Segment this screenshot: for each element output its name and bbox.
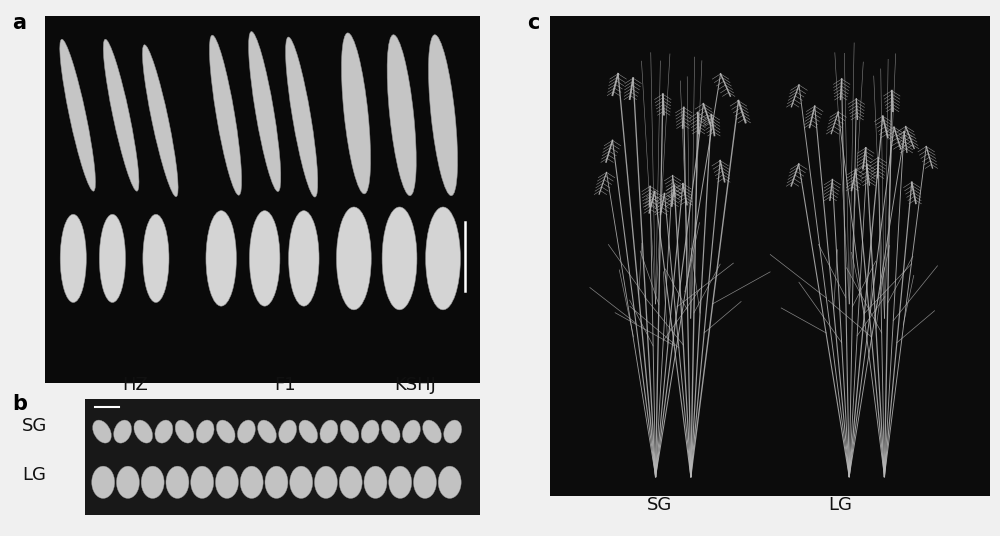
Ellipse shape <box>215 466 238 498</box>
Ellipse shape <box>191 466 214 498</box>
Ellipse shape <box>93 420 111 443</box>
Ellipse shape <box>116 466 139 498</box>
Ellipse shape <box>166 466 189 498</box>
Ellipse shape <box>92 466 115 498</box>
Ellipse shape <box>103 39 139 191</box>
Ellipse shape <box>444 420 462 443</box>
Ellipse shape <box>175 420 194 443</box>
Text: LG: LG <box>828 496 852 514</box>
Text: c: c <box>527 13 539 33</box>
Text: SG: SG <box>647 496 673 514</box>
Ellipse shape <box>279 420 297 443</box>
Ellipse shape <box>216 420 235 443</box>
Ellipse shape <box>134 420 153 443</box>
Ellipse shape <box>286 37 318 197</box>
Text: b: b <box>12 394 27 414</box>
Ellipse shape <box>99 214 125 302</box>
Ellipse shape <box>364 466 387 498</box>
Ellipse shape <box>414 466 436 498</box>
Ellipse shape <box>265 466 288 498</box>
Text: HZ: HZ <box>122 376 148 393</box>
Ellipse shape <box>143 214 169 302</box>
Ellipse shape <box>381 420 400 443</box>
Ellipse shape <box>361 420 379 443</box>
Ellipse shape <box>249 32 281 191</box>
Ellipse shape <box>402 420 420 443</box>
Ellipse shape <box>320 420 338 443</box>
Ellipse shape <box>114 420 132 443</box>
Ellipse shape <box>196 420 214 443</box>
Ellipse shape <box>209 35 242 195</box>
Ellipse shape <box>142 45 178 197</box>
Ellipse shape <box>60 39 95 191</box>
Ellipse shape <box>289 211 319 306</box>
Text: F1: F1 <box>274 376 296 393</box>
Ellipse shape <box>314 466 337 498</box>
Ellipse shape <box>428 35 458 196</box>
Text: KSHJ: KSHJ <box>394 376 436 393</box>
Text: LG: LG <box>22 466 46 483</box>
Ellipse shape <box>237 420 255 443</box>
Ellipse shape <box>206 211 236 306</box>
Ellipse shape <box>336 207 371 310</box>
Ellipse shape <box>389 466 412 498</box>
Ellipse shape <box>387 35 416 196</box>
Ellipse shape <box>60 214 86 302</box>
Ellipse shape <box>382 207 417 310</box>
Ellipse shape <box>341 33 371 194</box>
Text: a: a <box>12 13 26 33</box>
Ellipse shape <box>240 466 263 498</box>
Ellipse shape <box>423 420 441 443</box>
Text: SG: SG <box>22 418 47 435</box>
Ellipse shape <box>340 420 359 443</box>
Ellipse shape <box>339 466 362 498</box>
Ellipse shape <box>299 420 318 443</box>
Ellipse shape <box>426 207 460 310</box>
Ellipse shape <box>290 466 313 498</box>
Ellipse shape <box>249 211 280 306</box>
Ellipse shape <box>258 420 276 443</box>
Ellipse shape <box>141 466 164 498</box>
Ellipse shape <box>438 466 461 498</box>
Ellipse shape <box>155 420 173 443</box>
